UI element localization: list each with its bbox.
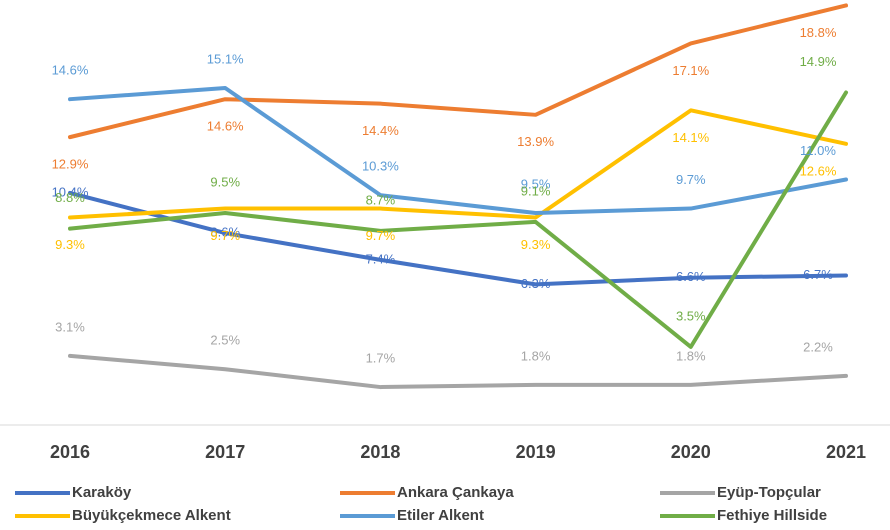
data-label: 14.4% [362, 123, 399, 138]
data-label: 9.3% [55, 237, 85, 252]
data-label: 9.7% [210, 228, 240, 243]
data-label: 2.5% [210, 333, 240, 348]
data-label: 3.1% [55, 319, 85, 334]
data-label: 9.3% [521, 237, 551, 252]
x-tick-label: 2019 [516, 442, 556, 462]
data-label: 18.8% [800, 25, 837, 40]
data-label: 6.3% [521, 276, 551, 291]
x-tick-label: 2017 [205, 442, 245, 462]
data-label: 12.6% [800, 163, 837, 178]
legend-label: Eyüp-Topçular [717, 484, 821, 501]
x-tick-label: 2020 [671, 442, 711, 462]
data-label: 14.1% [672, 130, 709, 145]
data-label: 10.3% [362, 159, 399, 174]
data-label: 11.0% [800, 143, 836, 158]
data-label: 8.7% [366, 192, 396, 207]
legend-label: Karaköy [72, 484, 132, 501]
legend-label: Büyükçekmece Alkent [72, 507, 231, 524]
series-line [68, 90, 848, 349]
legend-label: Etiler Alkent [397, 507, 484, 524]
legend-label: Fethiye Hillside [717, 507, 827, 524]
data-label: 17.1% [672, 63, 709, 78]
x-tick-label: 2021 [826, 442, 866, 462]
data-label: 1.8% [676, 348, 706, 363]
data-label: 3.5% [676, 308, 706, 323]
series-line [68, 190, 848, 287]
data-label: 10.4% [52, 184, 89, 199]
data-label: 9.5% [521, 176, 551, 191]
data-label: 1.8% [521, 348, 551, 363]
data-label: 14.9% [800, 54, 837, 69]
data-label: 1.7% [366, 351, 396, 366]
legend-label: Ankara Çankaya [397, 484, 514, 501]
data-label: 9.1% [521, 183, 551, 198]
data-label: 15.1% [207, 51, 244, 66]
data-label: 6.7% [803, 267, 833, 282]
data-label: 9.7% [366, 228, 396, 243]
data-label: 6.6% [676, 269, 706, 284]
data-label: 12.9% [52, 157, 89, 172]
data-label: 13.9% [517, 134, 554, 149]
data-label: 7.4% [366, 251, 396, 266]
series-line [68, 3, 848, 140]
data-label: 14.6% [207, 119, 244, 134]
series-line [68, 108, 848, 220]
data-label: 9.7% [676, 172, 706, 187]
x-tick-label: 2018 [360, 442, 400, 462]
data-label: 2.2% [803, 339, 833, 354]
data-label: 9.5% [210, 174, 240, 189]
series-line [68, 353, 848, 390]
data-label: 8.6% [210, 225, 240, 240]
series-line [68, 86, 848, 215]
data-label: 8.8% [55, 190, 85, 205]
data-label: 14.6% [52, 63, 89, 78]
x-tick-label: 2016 [50, 442, 90, 462]
